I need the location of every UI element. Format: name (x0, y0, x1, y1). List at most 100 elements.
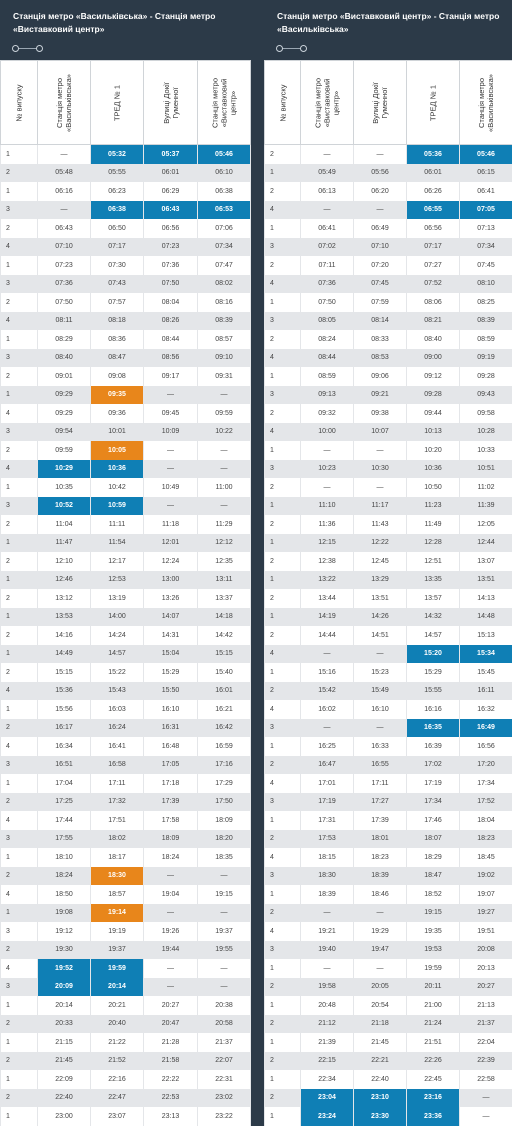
bus-number-cell: 1 (265, 663, 301, 682)
time-cell: 19:51 (460, 922, 512, 941)
time-cell: 17:50 (198, 793, 251, 812)
time-cell: 14:19 (301, 608, 354, 627)
bus-number-cell: 3 (1, 275, 38, 294)
time-cell: 20:05 (354, 978, 407, 997)
time-cell: — (198, 441, 251, 460)
time-cell: 15:15 (38, 663, 91, 682)
time-cell: — (301, 441, 354, 460)
time-cell: 14:57 (407, 626, 460, 645)
time-cell: 19:15 (198, 885, 251, 904)
time-cell: 17:19 (301, 793, 354, 812)
time-cell: 07:34 (198, 238, 251, 257)
route-toggle[interactable] (264, 36, 512, 60)
time-cell: 15:20 (407, 645, 460, 664)
time-cell: 07:50 (301, 293, 354, 312)
time-cell: 07:11 (301, 256, 354, 275)
time-cell: 07:17 (91, 238, 144, 257)
time-cell: 06:10 (198, 164, 251, 183)
bus-number-cell: 2 (265, 552, 301, 571)
time-cell: 19:59 (407, 959, 460, 978)
bus-number-cell: 3 (1, 756, 38, 775)
time-cell: 07:23 (144, 238, 198, 257)
time-cell: 08:59 (460, 330, 512, 349)
time-cell: 15:40 (198, 663, 251, 682)
bus-number-cell: 4 (265, 848, 301, 867)
time-cell: 12:51 (407, 552, 460, 571)
time-cell: 10:50 (407, 478, 460, 497)
bus-number-cell: 1 (265, 885, 301, 904)
bus-number-cell: 2 (1, 719, 38, 738)
time-cell: 20:14 (91, 978, 144, 997)
time-cell: 18:02 (91, 830, 144, 849)
bus-number-cell: 3 (1, 497, 38, 516)
header-cell: ТРЕД № 1 (407, 61, 460, 145)
bus-number-cell: 2 (1, 626, 38, 645)
time-cell: 18:23 (354, 848, 407, 867)
bus-number-cell: 2 (265, 182, 301, 201)
time-cell: 20:27 (144, 996, 198, 1015)
time-cell: 09:58 (460, 404, 512, 423)
header-cell: Вулиці Докії Гуменної (354, 61, 407, 145)
bus-number-cell: 2 (265, 682, 301, 701)
time-cell: 11:18 (144, 515, 198, 534)
time-cell: 20:13 (460, 959, 512, 978)
time-cell: 11:10 (301, 497, 354, 516)
time-cell: 06:41 (460, 182, 512, 201)
header-cell: Станція метро «Виставковий центр» (301, 61, 354, 145)
bus-number-cell: 2 (1, 663, 38, 682)
time-cell: 06:15 (460, 164, 512, 183)
bus-number-cell: 2 (265, 756, 301, 775)
time-cell: 21:15 (38, 1033, 91, 1052)
time-cell: 20:09 (38, 978, 91, 997)
time-cell: 08:59 (301, 367, 354, 386)
bus-number-cell: 2 (265, 904, 301, 923)
bus-number-cell: 2 (1, 793, 38, 812)
time-cell: — (38, 201, 91, 220)
time-cell: 22:53 (144, 1089, 198, 1108)
time-cell: 10:20 (407, 441, 460, 460)
time-cell: 08:26 (144, 312, 198, 331)
time-cell: 08:06 (407, 293, 460, 312)
time-cell: 19:29 (354, 922, 407, 941)
time-cell: 13:44 (301, 589, 354, 608)
bus-number-cell: 3 (265, 719, 301, 738)
title-line-2: «Васильківська» (277, 23, 512, 36)
time-cell: — (144, 867, 198, 886)
time-cell: 13:00 (144, 571, 198, 590)
header-cell: Станція метро «Виставковий центр» (198, 61, 251, 145)
time-cell: — (144, 386, 198, 405)
bus-number-cell: 2 (265, 589, 301, 608)
time-cell: 14:26 (354, 608, 407, 627)
time-cell: 08:10 (460, 275, 512, 294)
time-cell: — (144, 441, 198, 460)
time-cell: 16:24 (91, 719, 144, 738)
time-cell: 19:55 (198, 941, 251, 960)
time-cell: 16:55 (354, 756, 407, 775)
bus-number-cell: 1 (1, 904, 38, 923)
time-cell: 09:17 (144, 367, 198, 386)
time-cell: 06:01 (407, 164, 460, 183)
bus-number-cell: 1 (265, 996, 301, 1015)
route-toggle[interactable] (0, 36, 252, 60)
time-cell: 16:11 (460, 682, 512, 701)
time-cell: 15:43 (91, 682, 144, 701)
time-cell: 09:06 (354, 367, 407, 386)
bus-number-cell: 4 (265, 922, 301, 941)
time-cell: 19:30 (38, 941, 91, 960)
time-cell: 22:09 (38, 1070, 91, 1089)
time-cell: 13:26 (144, 589, 198, 608)
time-cell: 20:48 (301, 996, 354, 1015)
time-cell: 21:58 (144, 1052, 198, 1071)
time-cell: 06:38 (198, 182, 251, 201)
